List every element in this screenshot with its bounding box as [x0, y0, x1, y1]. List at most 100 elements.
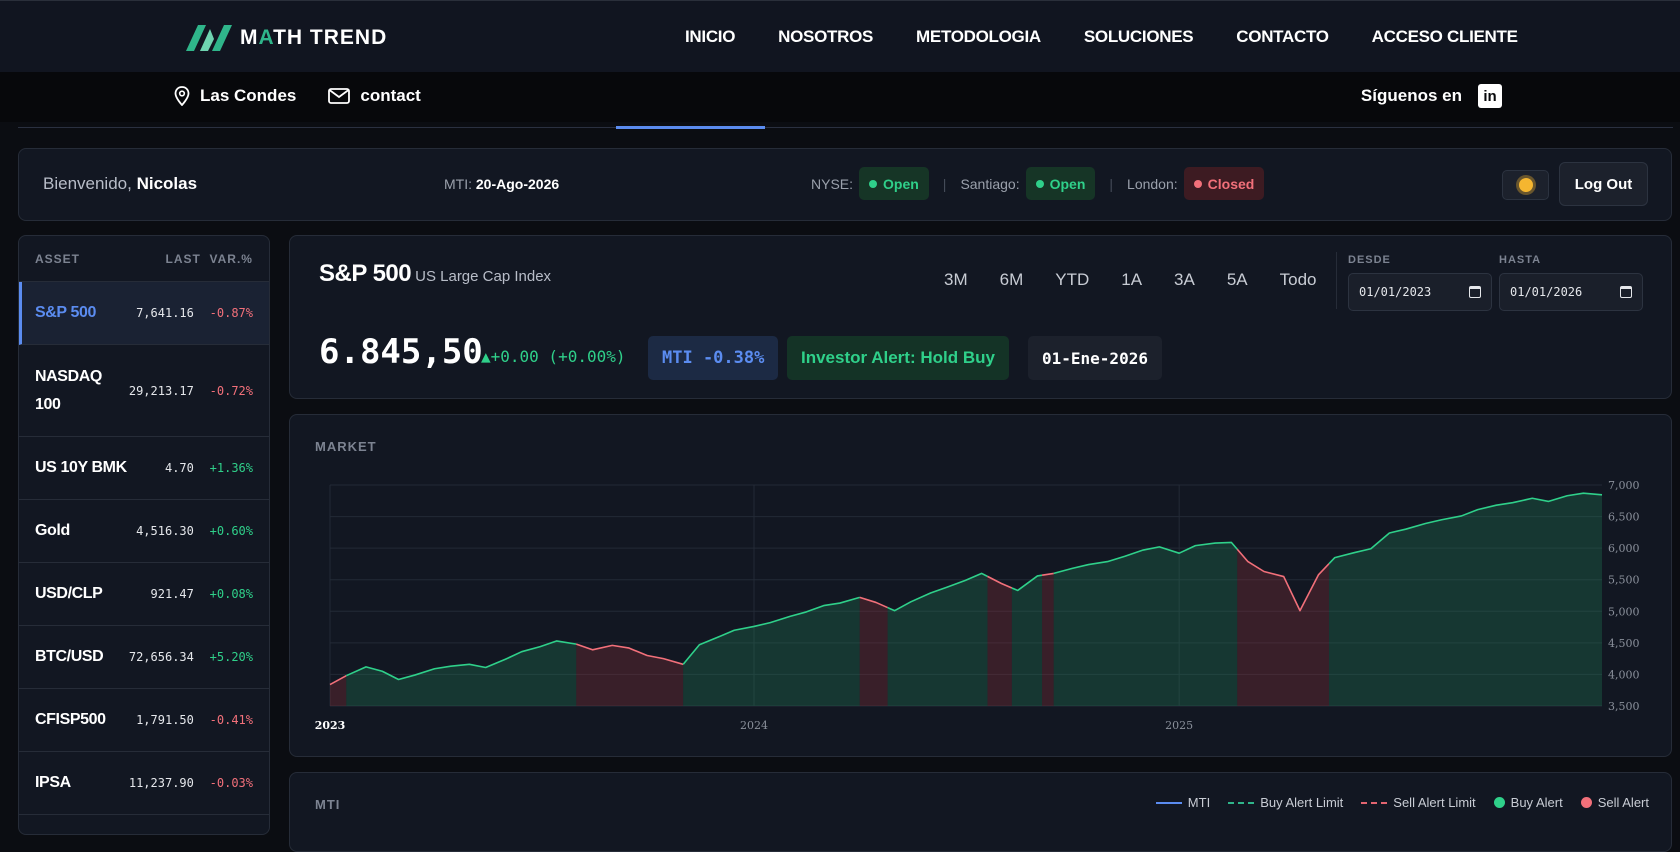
sell-price-line [859, 596, 888, 609]
brand-name: MATH TREND [240, 26, 388, 49]
calendar-icon [1620, 286, 1632, 298]
contact-text: contact [360, 86, 421, 105]
x-tick-label: 2024 [740, 719, 768, 732]
range-6m[interactable]: 6M [999, 270, 1024, 289]
logo-mark-icon [186, 25, 232, 51]
range-3m[interactable]: 3M [944, 270, 968, 289]
asset-row-sp500[interactable]: S&P 500 7,641.16 -0.87% [19, 282, 269, 345]
legend-buy-limit[interactable]: Buy Alert Limit [1228, 795, 1343, 810]
status-dot-icon [1035, 179, 1044, 188]
location-link[interactable]: Las Condes [174, 86, 296, 106]
sell-alert-area [1042, 573, 1054, 706]
asset-row-nasdaq100[interactable]: NASDAQ 100 29,213.17 -0.72% [19, 345, 269, 437]
contact-link[interactable]: contact [328, 86, 421, 106]
sell-alert-area [1237, 549, 1330, 706]
market-chart[interactable]: 3,500 4,000 4,500 5,000 5,500 6,000 6,500 7,000… [290, 415, 1673, 758]
legend-sell-alert[interactable]: Sell Alert [1580, 795, 1649, 810]
sell-price-line [1041, 572, 1054, 576]
market-label-london: London: [1127, 175, 1178, 192]
nav-inicio[interactable]: INICIO [685, 27, 736, 46]
market-label-santiago: Santiago: [960, 175, 1020, 192]
market-status: NYSE: Open | Santiago: Open | London: Cl… [811, 167, 1265, 200]
linkedin-icon[interactable]: in [1478, 84, 1502, 108]
sell-alert-area [576, 644, 684, 706]
dot-icon [1580, 797, 1592, 808]
x-tick-label: 2023 [315, 719, 346, 732]
y-tick-label: 5,000 [1608, 605, 1640, 618]
buy-alert-area [1053, 542, 1238, 706]
theme-toggle-button[interactable] [1502, 170, 1549, 200]
market-label-nyse: NYSE: [811, 175, 854, 192]
mti-legend: MTI Buy Alert Limit Sell Alert Limit Buy… [1155, 795, 1649, 810]
mail-icon [328, 88, 351, 104]
range-selector: 3M 6M YTD 1A 3A 5A Todo [944, 270, 1349, 290]
sell-price-line [329, 674, 347, 686]
market-label: MARKET [315, 439, 377, 454]
user-name: Nicolas [136, 174, 198, 193]
asset-list-header: ASSET LAST VAR.% [19, 236, 269, 282]
brand-logo[interactable]: MATH TREND [184, 23, 387, 53]
dot-icon [1493, 797, 1505, 808]
dashed-line-icon [1228, 801, 1255, 804]
x-tick-label: 2025 [1165, 719, 1193, 732]
y-tick-label: 6,500 [1608, 511, 1640, 524]
mti-chart-panel: MTI MTI Buy Alert Limit Sell Alert Limit… [289, 772, 1672, 852]
sun-icon [1518, 178, 1533, 192]
range-todo[interactable]: Todo [1279, 270, 1317, 289]
mti-badge: MTI -0.38% [648, 336, 779, 380]
buy-price-line [887, 572, 988, 612]
y-tick-label: 4,000 [1608, 668, 1640, 681]
logout-button[interactable]: Log Out [1559, 162, 1648, 206]
line-icon [1155, 801, 1182, 804]
nav-divider [18, 127, 1673, 128]
sell-alert-area [859, 597, 888, 706]
mti-label: MTI [315, 797, 341, 812]
buy-alert-area [683, 597, 860, 706]
y-tick-label: 5,500 [1608, 574, 1640, 587]
buy-alert-area [346, 640, 577, 706]
location-pin-icon [174, 86, 190, 106]
asset-row-cfisp500[interactable]: CFISP500 1,791.50 -0.41% [19, 689, 269, 752]
nav-acceso-cliente[interactable]: ACCESO CLIENTE [1371, 27, 1518, 46]
index-subtitle: US Large Cap Index [415, 268, 552, 285]
asset-row-usdclp[interactable]: USD/CLP 921.47 +0.08% [19, 563, 269, 626]
sell-price-line [1236, 548, 1330, 612]
range-3a[interactable]: 3A [1174, 270, 1195, 289]
market-status-badge: Open [1025, 167, 1096, 200]
legend-mti[interactable]: MTI [1155, 795, 1210, 810]
hasta-group: HASTA 01/01/2026 [1499, 254, 1643, 311]
legend-sell-limit[interactable]: Sell Alert Limit [1361, 795, 1476, 810]
nav-contacto[interactable]: CONTACTO [1236, 27, 1329, 46]
market-status-badge: Closed [1183, 167, 1265, 200]
asset-row-us10y[interactable]: US 10Y BMK 4.70 +1.36% [19, 437, 269, 500]
hasta-date-input[interactable]: 01/01/2026 [1499, 273, 1643, 311]
buy-alert-area [1329, 493, 1602, 706]
nav-divider-active [616, 126, 765, 129]
welcome-panel: Bienvenido, Nicolas MTI: 20-Ago-2026 NYS… [18, 148, 1672, 221]
nav-metodologia[interactable]: METODOLOGIA [916, 27, 1041, 46]
asset-row-gold[interactable]: Gold 4,516.30 +0.60% [19, 500, 269, 563]
y-tick-label: 4,500 [1608, 637, 1640, 650]
desde-date-input[interactable]: 01/01/2023 [1348, 273, 1492, 311]
buy-price-line [345, 640, 577, 681]
status-dot-icon [1193, 179, 1202, 188]
y-tick-label: 7,000 [1608, 479, 1640, 492]
buy-price-line [1011, 574, 1043, 592]
nav-soluciones[interactable]: SOLUCIONES [1083, 27, 1194, 46]
nav-nosotros[interactable]: NOSOTROS [778, 27, 874, 46]
dashed-line-icon [1361, 801, 1388, 804]
status-dot-icon [869, 179, 878, 188]
range-1a[interactable]: 1A [1121, 270, 1143, 289]
desde-group: DESDE 01/01/2023 [1348, 254, 1492, 311]
index-price: 6.845,50 [319, 332, 483, 372]
index-title: S&P 500 US Large Cap Index [319, 260, 552, 287]
range-5a[interactable]: 5A [1226, 270, 1248, 289]
buy-price-line [1053, 541, 1238, 575]
legend-buy-alert[interactable]: Buy Alert [1493, 795, 1563, 810]
asset-row-ipsa[interactable]: IPSA 11,237.90 -0.03% [19, 752, 269, 815]
sell-alert-area [330, 675, 347, 706]
asset-row-btcusd[interactable]: BTC/USD 72,656.34 +5.20% [19, 626, 269, 689]
sell-price-line [576, 643, 684, 666]
calendar-icon [1469, 286, 1481, 298]
range-ytd[interactable]: YTD [1055, 270, 1090, 289]
